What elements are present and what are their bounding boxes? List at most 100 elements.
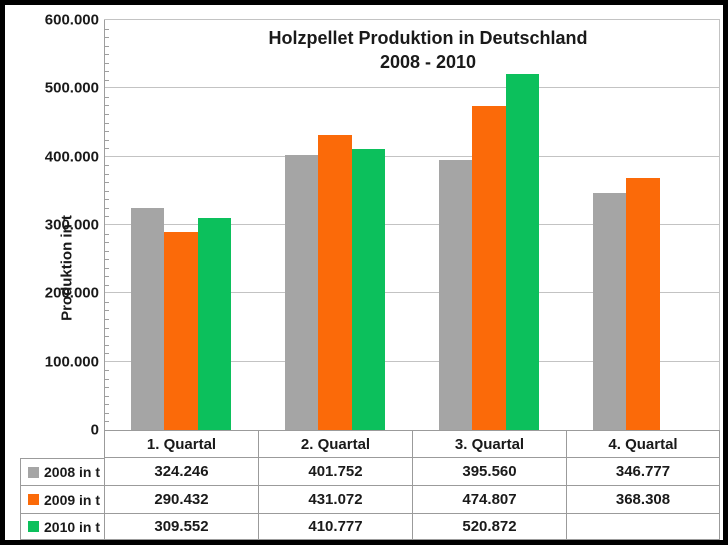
- gridline: [104, 360, 720, 362]
- y-minor-tick: [104, 62, 109, 64]
- table-value-cell: 395.560: [412, 458, 566, 486]
- legend-cell: 2008 in t: [20, 458, 104, 486]
- y-minor-tick: [104, 370, 109, 372]
- y-minor-tick: [104, 242, 109, 244]
- y-minor-tick: [104, 182, 109, 184]
- y-tick-label: 200.000: [44, 284, 99, 302]
- y-tick-label: 600.000: [44, 11, 99, 29]
- table-header-cell: 3. Quartal: [412, 430, 566, 458]
- bar-2009-q4: [626, 178, 660, 430]
- table-header-cell: 4. Quartal: [566, 430, 720, 458]
- gridline: [104, 155, 720, 157]
- y-tick-label: 0: [90, 421, 99, 439]
- y-minor-tick: [104, 310, 109, 312]
- y-minor-tick: [104, 344, 109, 346]
- y-minor-tick: [104, 37, 109, 39]
- table-value-cell: 474.807: [412, 486, 566, 514]
- y-tick-label: 100.000: [44, 353, 99, 371]
- table-value-cell: 290.432: [104, 486, 258, 514]
- legend-cell: 2010 in t: [20, 514, 104, 540]
- y-minor-tick: [104, 395, 109, 397]
- y-minor-tick: [104, 353, 109, 355]
- y-minor-tick: [104, 199, 109, 201]
- table-value-cell: 324.246: [104, 458, 258, 486]
- bar-2008-q3: [438, 159, 473, 430]
- bar-group-4-quartal: [566, 20, 720, 430]
- y-minor-tick: [104, 216, 109, 218]
- table-header-cell: 1. Quartal: [104, 430, 258, 458]
- gridline: [104, 87, 720, 89]
- y-minor-tick: [104, 207, 109, 209]
- table-header-row: 1. Quartal 2. Quartal 3. Quartal 4. Quartal: [104, 430, 720, 458]
- plot-area: [104, 19, 720, 431]
- y-minor-tick: [104, 284, 109, 286]
- y-axis-line: [104, 20, 105, 430]
- bar-2009-q3: [472, 105, 506, 430]
- legend-color-swatch: [28, 521, 39, 532]
- legend-series-label: 2010 in t: [44, 518, 101, 535]
- y-minor-tick: [104, 318, 109, 320]
- table-row: 2010 in t 309.552 410.777 520.872: [20, 514, 720, 540]
- table-row: 2008 in t 324.246 401.752 395.560 346.777: [20, 458, 720, 486]
- y-tick-label: 300.000: [44, 216, 99, 234]
- y-minor-tick: [104, 173, 109, 175]
- y-minor-tick: [104, 96, 109, 98]
- y-minor-tick: [104, 387, 109, 389]
- y-minor-tick: [104, 79, 109, 81]
- bar-2008-q4: [592, 193, 627, 430]
- legend-color-swatch: [28, 494, 39, 505]
- y-minor-tick: [104, 276, 109, 278]
- gridline: [104, 292, 720, 294]
- bar-group-3-quartal: [412, 20, 566, 430]
- y-minor-tick: [104, 122, 109, 124]
- y-minor-tick: [104, 421, 109, 423]
- gridline: [104, 19, 720, 20]
- y-minor-tick: [104, 54, 109, 56]
- table-header-cell: 2. Quartal: [258, 430, 412, 458]
- y-minor-tick: [104, 259, 109, 261]
- bar-2008-q2: [284, 155, 319, 430]
- y-minor-tick: [104, 301, 109, 303]
- y-minor-tick: [104, 105, 109, 107]
- y-minor-tick: [104, 327, 109, 329]
- chart-title: Holzpellet Produktion in Deutschland 200…: [120, 26, 728, 74]
- bar-2010-q3: [505, 74, 540, 430]
- y-minor-tick: [104, 71, 109, 73]
- y-minor-tick: [104, 113, 109, 115]
- y-minor-tick: [104, 378, 109, 380]
- y-minor-tick: [104, 165, 109, 167]
- bar-2009-q2: [318, 135, 352, 430]
- table-value-cell: 309.552: [104, 514, 258, 540]
- y-minor-tick: [104, 139, 109, 141]
- bar-2010-q2: [351, 149, 386, 430]
- y-minor-tick: [104, 250, 109, 252]
- y-minor-tick: [104, 28, 109, 30]
- y-minor-tick: [104, 412, 109, 414]
- chart-title-line1: Holzpellet Produktion in Deutschland: [268, 28, 588, 48]
- y-minor-tick: [104, 267, 109, 269]
- table-value-cell: 401.752: [258, 458, 412, 486]
- y-minor-tick: [104, 233, 109, 235]
- chart-title-line2: 2008 - 2010: [379, 52, 477, 72]
- table-row: 2009 in t 290.432 431.072 474.807 368.308: [20, 486, 720, 514]
- plot-right-border: [719, 20, 720, 430]
- table-value-cell: 520.872: [412, 514, 566, 540]
- y-tick-label: 400.000: [44, 148, 99, 166]
- y-minor-tick: [104, 148, 109, 150]
- bar-group-1-quartal: [104, 20, 258, 430]
- bar-2009-q1: [164, 231, 198, 430]
- table-value-cell: 431.072: [258, 486, 412, 514]
- bar-group-2-quartal: [258, 20, 412, 430]
- bar-2010-q1: [197, 218, 232, 430]
- bar-2008-q1: [130, 208, 165, 430]
- y-axis-tick-labels: 0 100.000 200.000 300.000 400.000 500.000 600.…: [8, 12, 99, 439]
- y-tick-label: 500.000: [44, 79, 99, 97]
- table-value-cell: 368.308: [566, 486, 720, 514]
- y-minor-tick: [104, 45, 109, 47]
- y-minor-tick: [104, 131, 109, 133]
- table-value-cell: [566, 514, 720, 540]
- legend-color-swatch: [28, 466, 39, 478]
- gridline: [104, 224, 720, 225]
- legend-series-label: 2009 in t: [44, 491, 101, 508]
